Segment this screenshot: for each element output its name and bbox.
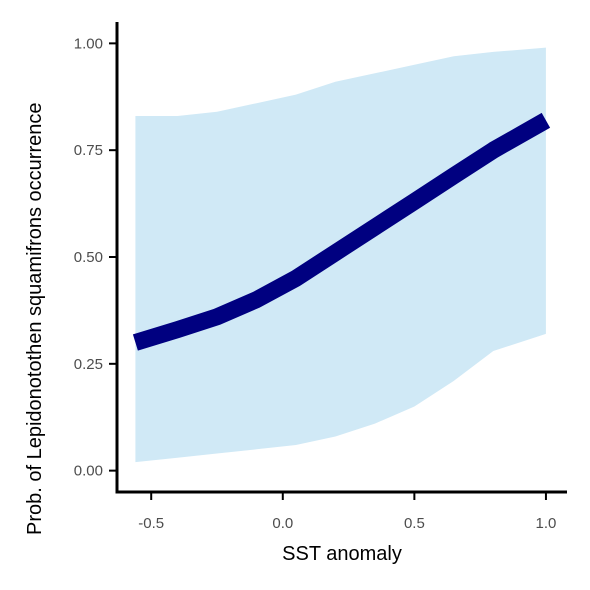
fitted-line (132, 112, 551, 351)
plot-area (132, 47, 551, 463)
x-tick-label: 1.0 (536, 515, 557, 532)
y-axis-title: Prob. of Lepidonotothen squamifrons occu… (24, 103, 46, 536)
y-tick-label: 0.00 (74, 463, 103, 480)
x-tick-label: 0.0 (272, 515, 293, 532)
y-tick-label: 0.75 (74, 142, 103, 159)
x-tick-label: 0.5 (404, 515, 425, 532)
axes: -0.5 0.0 0.5 1.0 0.00 0.25 0.50 0.75 1.00 (74, 22, 567, 532)
x-tick-label: -0.5 (138, 515, 164, 532)
y-tick-label: 0.50 (74, 249, 103, 266)
y-tick-label: 0.25 (74, 356, 103, 373)
y-tick-label: 1.00 (74, 35, 103, 52)
x-axis-title: SST anomaly (282, 543, 402, 565)
